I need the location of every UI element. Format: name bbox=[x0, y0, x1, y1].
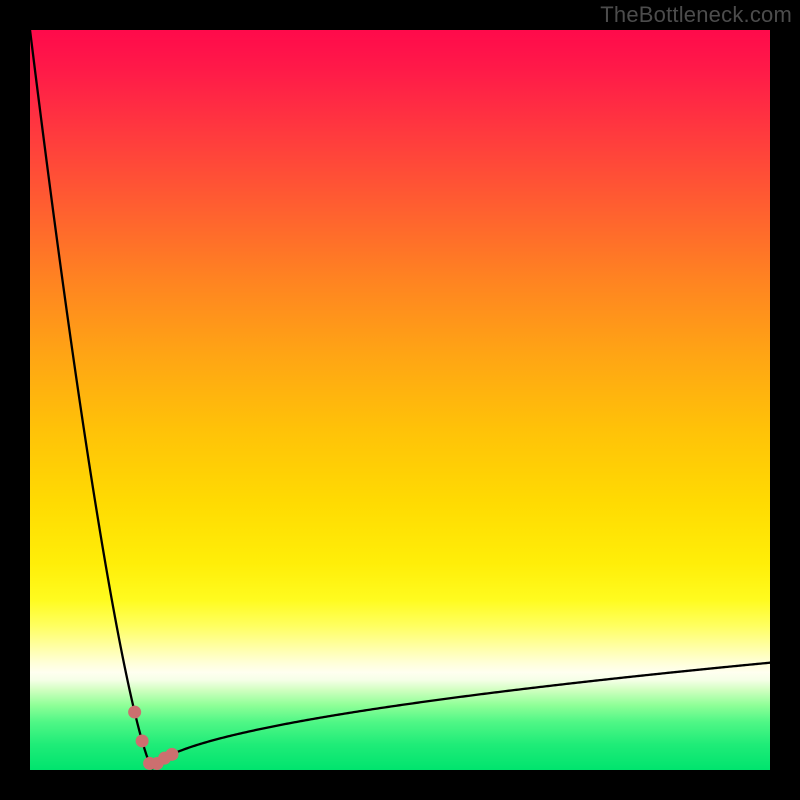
valley-marker bbox=[128, 706, 141, 719]
valley-marker bbox=[136, 734, 149, 747]
watermark-text: TheBottleneck.com bbox=[600, 2, 792, 28]
chart-container: TheBottleneck.com bbox=[0, 0, 800, 800]
gradient-background bbox=[30, 30, 770, 770]
bottleneck-chart bbox=[30, 30, 770, 770]
valley-marker bbox=[166, 748, 179, 761]
